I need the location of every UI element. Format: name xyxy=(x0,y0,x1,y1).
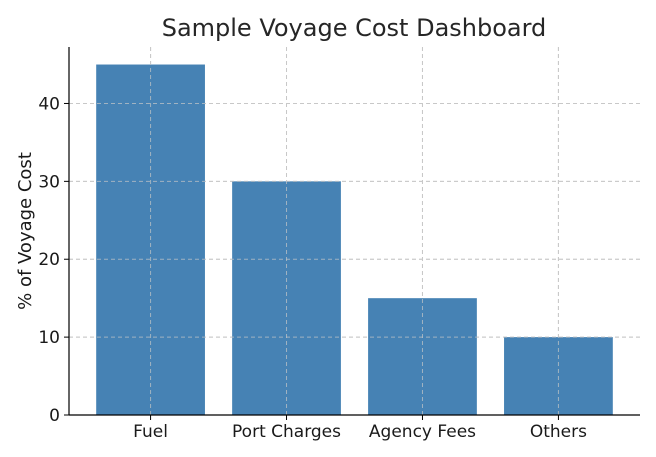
tick-labels: 0 10 20 30 40 Fuel Port Charges Agency Fees Othe… xyxy=(38,94,587,442)
y-tick-label: 10 xyxy=(38,328,60,348)
y-tick-label: 40 xyxy=(38,94,60,114)
chart-title: Sample Voyage Cost Dashboard xyxy=(162,14,547,42)
x-tick-label: Port Charges xyxy=(232,422,341,442)
axes xyxy=(64,47,640,420)
x-tick-label: Others xyxy=(530,422,587,442)
x-tick-label: Fuel xyxy=(133,422,168,442)
y-tick-label: 30 xyxy=(38,172,60,192)
x-tick-label: Agency Fees xyxy=(369,422,476,442)
bars xyxy=(69,47,640,416)
y-axis-label: % of Voyage Cost xyxy=(15,152,36,310)
y-tick-label: 20 xyxy=(38,250,60,270)
y-tick-label: 0 xyxy=(49,406,60,426)
